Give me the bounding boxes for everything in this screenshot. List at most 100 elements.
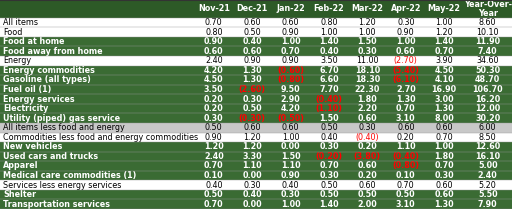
Text: 0.50: 0.50: [243, 28, 261, 37]
Bar: [310, 94, 348, 104]
Text: 8.00: 8.00: [434, 114, 454, 123]
Bar: [348, 37, 387, 46]
Text: (0.80): (0.80): [392, 162, 419, 171]
Bar: [387, 123, 425, 133]
Text: 0.30: 0.30: [204, 114, 224, 123]
Text: 1.00: 1.00: [358, 28, 376, 37]
Text: 18.10: 18.10: [355, 66, 380, 75]
Bar: [0, 123, 195, 133]
Bar: [233, 0, 271, 18]
Text: 0.70: 0.70: [319, 162, 339, 171]
Bar: [463, 180, 512, 190]
Bar: [310, 161, 348, 171]
Bar: [348, 66, 387, 75]
Text: 9.50: 9.50: [281, 85, 301, 94]
Bar: [195, 123, 233, 133]
Bar: [0, 199, 195, 209]
Text: 0.70: 0.70: [204, 200, 224, 209]
Text: 2.40: 2.40: [478, 171, 498, 180]
Bar: [195, 152, 233, 161]
Bar: [310, 104, 348, 113]
Bar: [195, 85, 233, 94]
Bar: [233, 199, 271, 209]
Bar: [348, 46, 387, 56]
Text: 3.10: 3.10: [396, 200, 416, 209]
Text: (0.30): (0.30): [239, 114, 266, 123]
Bar: [195, 27, 233, 37]
Text: Food at home: Food at home: [3, 37, 65, 46]
Text: Shelter: Shelter: [3, 190, 36, 199]
Bar: [463, 133, 512, 142]
Text: 0.60: 0.60: [282, 18, 300, 27]
Text: 1.30: 1.30: [434, 200, 454, 209]
Bar: [0, 0, 195, 18]
Text: 30.20: 30.20: [475, 114, 500, 123]
Bar: [195, 142, 233, 152]
Text: 0.30: 0.30: [319, 171, 339, 180]
Text: 7.40: 7.40: [478, 47, 498, 56]
Text: 2.20: 2.20: [357, 104, 377, 113]
Bar: [310, 66, 348, 75]
Text: (0.40): (0.40): [315, 94, 343, 103]
Bar: [0, 37, 195, 46]
Text: 0.20: 0.20: [357, 142, 377, 151]
Text: 0.90: 0.90: [243, 56, 261, 65]
Bar: [271, 56, 310, 66]
Text: 1.00: 1.00: [281, 200, 301, 209]
Bar: [310, 27, 348, 37]
Bar: [310, 113, 348, 123]
Text: 50.30: 50.30: [475, 66, 500, 75]
Text: 3.90: 3.90: [435, 56, 453, 65]
Text: 7.90: 7.90: [478, 200, 498, 209]
Bar: [195, 75, 233, 85]
Bar: [0, 46, 195, 56]
Text: 2.90: 2.90: [281, 94, 301, 103]
Bar: [310, 199, 348, 209]
Text: 0.90: 0.90: [205, 133, 223, 142]
Text: Mar-22: Mar-22: [351, 4, 383, 13]
Bar: [348, 75, 387, 85]
Bar: [0, 180, 195, 190]
Bar: [0, 161, 195, 171]
Bar: [0, 75, 195, 85]
Text: 0.20: 0.20: [357, 171, 377, 180]
Bar: [463, 199, 512, 209]
Bar: [387, 46, 425, 56]
Text: 0.30: 0.30: [319, 142, 339, 151]
Bar: [310, 123, 348, 133]
Text: Electricity: Electricity: [3, 104, 48, 113]
Bar: [195, 199, 233, 209]
Bar: [310, 133, 348, 142]
Bar: [387, 85, 425, 94]
Text: 11.00: 11.00: [356, 56, 378, 65]
Bar: [425, 56, 463, 66]
Text: 3.10: 3.10: [396, 114, 416, 123]
Text: 0.30: 0.30: [357, 47, 377, 56]
Bar: [0, 94, 195, 104]
Text: 0.40: 0.40: [205, 181, 223, 190]
Text: 0.60: 0.60: [242, 47, 262, 56]
Bar: [463, 94, 512, 104]
Bar: [233, 85, 271, 94]
Bar: [233, 190, 271, 199]
Bar: [271, 161, 310, 171]
Bar: [425, 18, 463, 27]
Text: (0.80): (0.80): [277, 75, 304, 84]
Bar: [0, 171, 195, 180]
Bar: [387, 66, 425, 75]
Bar: [310, 190, 348, 199]
Bar: [425, 133, 463, 142]
Text: 0.70: 0.70: [204, 162, 224, 171]
Bar: [348, 171, 387, 180]
Text: Apr-22: Apr-22: [391, 4, 421, 13]
Text: 4.20: 4.20: [281, 104, 301, 113]
Text: 0.70: 0.70: [397, 181, 415, 190]
Bar: [425, 94, 463, 104]
Bar: [348, 199, 387, 209]
Text: 1.10: 1.10: [242, 162, 262, 171]
Text: 1.80: 1.80: [357, 94, 377, 103]
Bar: [425, 161, 463, 171]
Text: 0.70: 0.70: [281, 47, 301, 56]
Text: 0.10: 0.10: [396, 171, 416, 180]
Text: 0.60: 0.60: [396, 47, 416, 56]
